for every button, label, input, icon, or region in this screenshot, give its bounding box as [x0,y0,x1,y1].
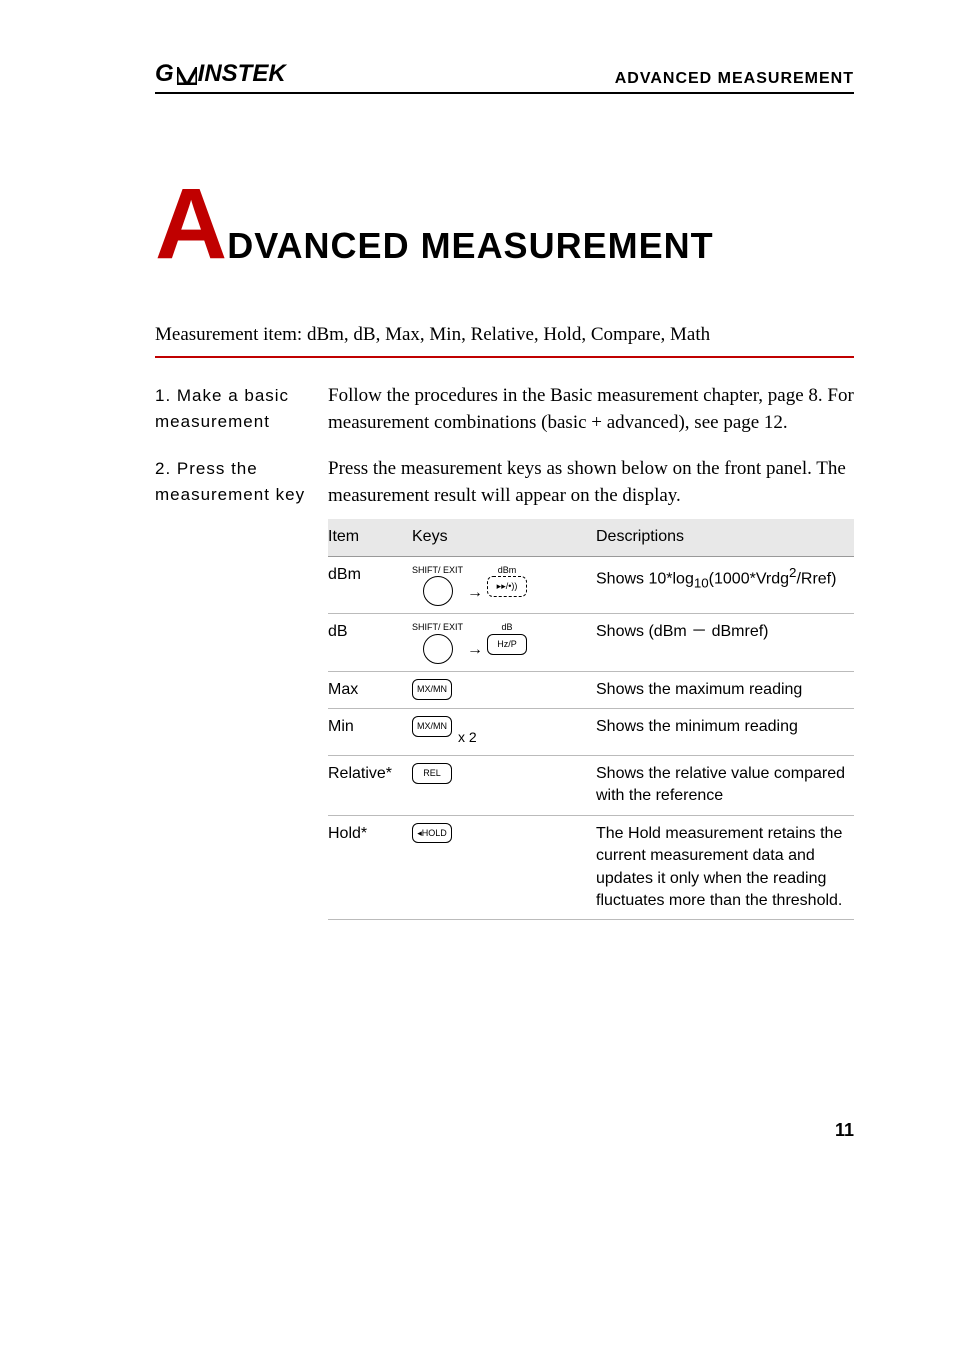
header-section-title: ADVANCED MEASUREMENT [615,70,854,88]
cell-keys: ◂HOLD [412,815,596,920]
shift-key: SHIFT/ EXIT [412,564,463,607]
db-key: dB Hz/P [487,621,527,654]
hold-button-icon: ◂HOLD [412,823,452,844]
table-row: Relative* REL Shows the relative value c… [328,755,854,815]
page-title: ADVANCED MEASUREMENT [155,174,854,274]
dbm-key: dBm ▸▸/•)) [487,564,527,597]
circle-button-icon [423,576,453,606]
cell-item: dBm [328,556,412,614]
arrow-right-icon: → [467,582,483,604]
cell-desc: Shows the relative value compared with t… [596,755,854,815]
step-2-body: Press the measurement keys as shown belo… [328,456,854,920]
circle-button-icon [423,634,453,664]
cell-desc: The Hold measurement retains the current… [596,815,854,920]
step-1-body: Follow the procedures in the Basic measu… [328,383,854,436]
shift-key-label: SHIFT/ EXIT [412,564,463,577]
logo-rest: INSTEK [198,60,286,88]
title-rest: DVANCED MEASUREMENT [227,225,713,266]
rect-button-icon: Hz/P [487,634,527,655]
step-1-label: 1. Make a basic measurement [155,383,328,436]
rel-button-icon: REL [412,763,452,784]
press-twice-label: x 2 [458,728,477,748]
cell-keys: SHIFT/ EXIT → dBm ▸▸/•)) [412,556,596,614]
logo-glyph-icon [177,67,197,85]
table-row: Min MX/MN x 2 Shows the minimum reading [328,709,854,756]
cell-desc: Shows the maximum reading [596,671,854,708]
table-row: Max MX/MN Shows the maximum reading [328,671,854,708]
cell-item: Hold* [328,815,412,920]
page-header: G INSTEK ADVANCED MEASUREMENT [155,60,854,94]
step-1: 1. Make a basic measurement Follow the p… [155,383,854,436]
table-row: dBm SHIFT/ EXIT → dBm ▸▸/•)) [328,556,854,614]
cell-item: Max [328,671,412,708]
cell-item: Min [328,709,412,756]
intro-text: Measurement item: dBm, dB, Max, Min, Rel… [155,324,854,358]
mxmn-button-icon: MX/MN [412,716,452,737]
dbm-key-label: dBm [498,564,517,577]
arrow-right-icon: → [467,639,483,661]
step-2-text: Press the measurement keys as shown belo… [328,456,854,509]
step-2-label: 2. Press the measurement key [155,456,328,920]
cell-keys: MX/MN [412,671,596,708]
brand-logo: G INSTEK [155,60,286,88]
step-2: 2. Press the measurement key Press the m… [155,456,854,920]
cell-desc: Shows (dBm － dBmref) [596,614,854,672]
logo-g: G [155,60,174,88]
shift-key-label: SHIFT/ EXIT [412,621,463,634]
cell-desc: Shows the minimum reading [596,709,854,756]
table-row: dB SHIFT/ EXIT → dB Hz/P [328,614,854,672]
cell-desc: Shows 10*log10(1000*Vrdg2/Rref) [596,556,854,614]
cell-item: dB [328,614,412,672]
shift-key: SHIFT/ EXIT [412,621,463,664]
page-number: 11 [155,1120,854,1141]
th-item: Item [328,519,412,556]
table-row: Hold* ◂HOLD The Hold measurement retains… [328,815,854,920]
cell-keys: SHIFT/ EXIT → dB Hz/P [412,614,596,672]
cell-keys: MX/MN x 2 [412,709,596,756]
th-desc: Descriptions [596,519,854,556]
cell-item: Relative* [328,755,412,815]
title-dropcap: A [155,168,227,280]
mxmn-button-icon: MX/MN [412,679,452,700]
db-key-label: dB [502,621,513,634]
cell-keys: REL [412,755,596,815]
th-keys: Keys [412,519,596,556]
keys-table: Item Keys Descriptions dBm SHIFT/ EXIT [328,519,854,920]
rect-button-icon: ▸▸/•)) [487,576,527,597]
